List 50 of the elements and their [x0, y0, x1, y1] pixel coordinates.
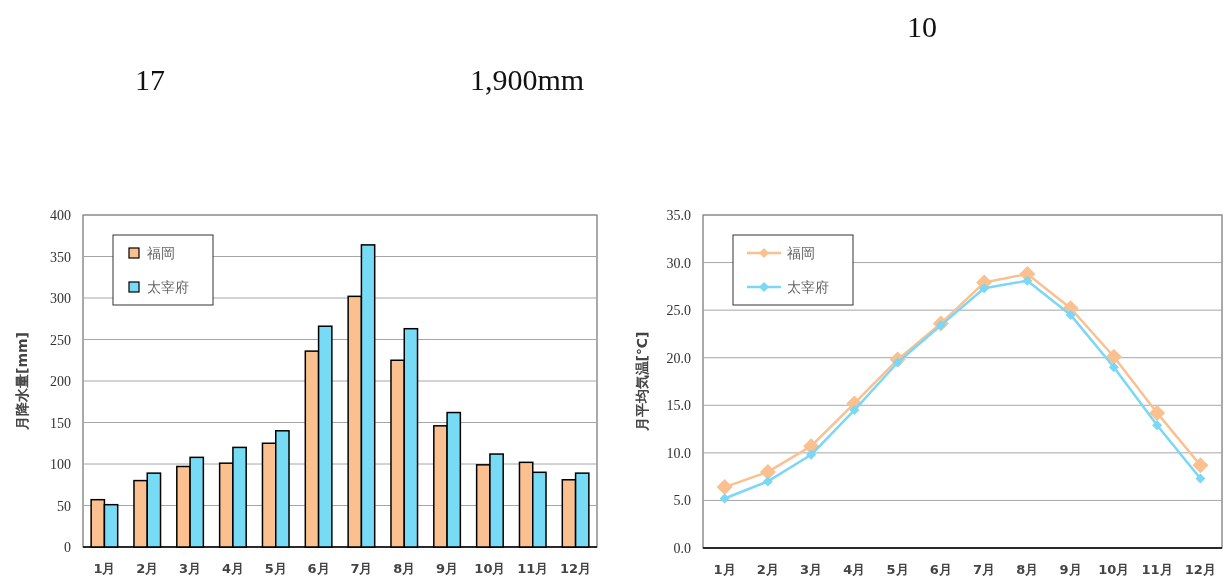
x-tick-label: 3月 [800, 562, 823, 577]
y-tick-label: 5.0 [673, 493, 691, 509]
y-axis-title: 月降水量[mm] [14, 332, 30, 431]
x-tick-label: 8月 [393, 561, 416, 576]
y-tick-label: 15.0 [666, 398, 691, 414]
x-tick-label: 10月 [1098, 562, 1130, 577]
text: 10 [907, 10, 937, 43]
y-tick-label: 50 [57, 498, 71, 514]
legend-label: 福岡 [787, 245, 815, 261]
y-tick-label: 150 [50, 415, 71, 431]
x-tick-label: 9月 [436, 561, 459, 576]
y-tick-label: 10.0 [666, 445, 691, 461]
y-tick-label: 20.0 [666, 350, 691, 366]
x-tick-label: 8月 [1016, 562, 1039, 577]
x-tick-label: 6月 [307, 561, 330, 576]
x-tick-label: 7月 [973, 562, 996, 577]
legend-label: 太宰府 [147, 279, 189, 295]
x-tick-label: 4月 [843, 562, 866, 577]
y-tick-label: 200 [50, 374, 71, 389]
y-tick-label: 35.0 [666, 208, 691, 223]
y-tick-label: 100 [50, 457, 71, 472]
x-tick-label: 3月 [179, 561, 202, 576]
x-tick-label: 6月 [929, 562, 952, 577]
x-tick-label: 4月 [221, 561, 244, 576]
x-tick-label: 2月 [756, 562, 779, 577]
legend-label: 福岡 [147, 245, 175, 261]
x-tick-label: 10月 [474, 561, 506, 576]
x-tick-label: 12月 [1184, 562, 1216, 577]
y-tick-label: 300 [50, 291, 71, 306]
x-tick-label: 2月 [136, 561, 159, 576]
y-tick-label: 25.0 [666, 303, 691, 319]
x-tick-label: 1月 [713, 562, 736, 577]
y-axis-title: 月平均気温[℃] [634, 331, 650, 433]
x-tick-label: 5月 [886, 562, 909, 577]
y-tick-label: 0 [64, 540, 71, 555]
y-tick-label: 250 [50, 332, 71, 348]
x-tick-label: 5月 [264, 561, 287, 576]
legend-label: 太宰府 [787, 279, 829, 295]
x-tick-label: 11月 [1141, 562, 1173, 577]
y-tick-label: 350 [50, 249, 71, 265]
text: 17 [135, 63, 165, 96]
x-tick-label: 11月 [517, 561, 549, 576]
x-tick-label: 12月 [560, 561, 592, 576]
y-tick-label: 0.0 [673, 541, 691, 556]
y-tick-label: 400 [50, 208, 71, 223]
x-tick-label: 1月 [93, 561, 116, 576]
x-tick-label: 9月 [1059, 562, 1082, 577]
x-tick-label: 7月 [350, 561, 373, 576]
text: 1,900mm [470, 63, 585, 96]
y-tick-label: 30.0 [666, 255, 691, 271]
